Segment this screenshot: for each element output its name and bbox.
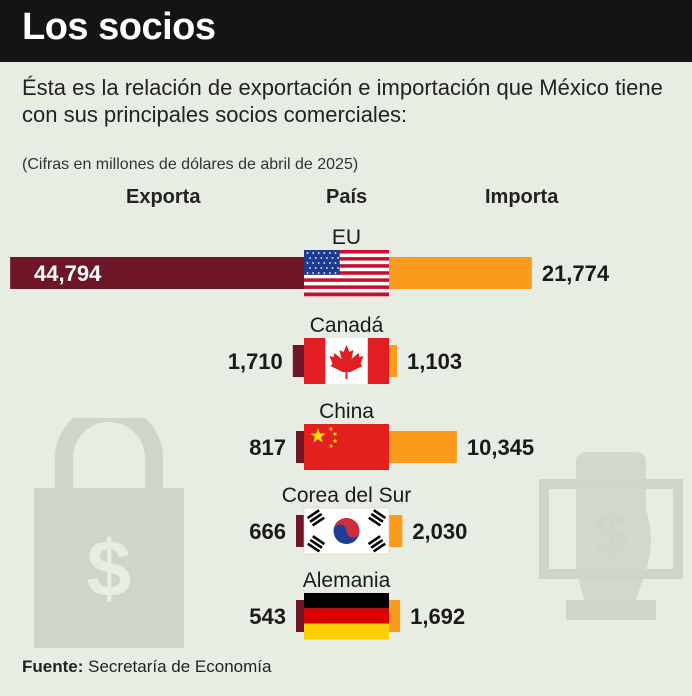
country-label: Alemania bbox=[303, 569, 391, 592]
import-bar bbox=[389, 515, 403, 547]
export-column-header: Exporta bbox=[126, 186, 201, 208]
import-column-header: Importa bbox=[485, 186, 559, 208]
svg-text:$: $ bbox=[87, 524, 132, 613]
export-value-label: 817 bbox=[249, 435, 286, 460]
export-value-label: 1,710 bbox=[228, 349, 283, 374]
country-label: Canadá bbox=[310, 314, 384, 337]
units-note: (Cifras en millones de dólares de abril … bbox=[22, 156, 359, 173]
export-bar bbox=[296, 431, 304, 463]
south-korea-flag-icon bbox=[303, 507, 390, 555]
export-bar bbox=[10, 257, 304, 289]
import-value-label: 1,103 bbox=[407, 349, 462, 374]
import-value-label: 10,345 bbox=[467, 435, 534, 460]
export-value-label: 666 bbox=[249, 519, 286, 544]
country-label: Corea del Sur bbox=[282, 484, 412, 507]
import-value-label: 1,692 bbox=[410, 604, 465, 629]
import-bar bbox=[389, 257, 532, 289]
import-value-label: 21,774 bbox=[542, 261, 610, 286]
source-note: Fuente: Secretaría de Economía bbox=[22, 657, 271, 677]
title-bar bbox=[0, 0, 692, 62]
export-value-label: 543 bbox=[249, 604, 286, 629]
country-column-header: País bbox=[326, 186, 368, 208]
canada-flag-icon bbox=[304, 338, 389, 384]
page-title: Los socios bbox=[22, 6, 216, 48]
import-bar bbox=[389, 600, 401, 632]
export-value-label: 44,794 bbox=[34, 261, 102, 286]
import-bar bbox=[389, 431, 457, 463]
export-bar bbox=[296, 515, 304, 547]
import-bar bbox=[389, 345, 397, 377]
source-label: Fuente: bbox=[22, 657, 84, 676]
hand-with-money-icon: $ bbox=[539, 452, 683, 620]
germany-flag-icon bbox=[304, 593, 389, 640]
source-text: Secretaría de Economía bbox=[88, 657, 272, 676]
export-bar bbox=[292, 345, 304, 377]
money-bag-icon: $ bbox=[34, 418, 184, 648]
export-bar bbox=[296, 600, 304, 632]
subtitle: Ésta es la relación de exportación e imp… bbox=[22, 75, 663, 127]
usa-flag-icon bbox=[304, 250, 389, 297]
country-label: China bbox=[319, 400, 374, 423]
import-value-label: 2,030 bbox=[412, 519, 467, 544]
china-flag-icon bbox=[304, 424, 389, 470]
country-label: EU bbox=[332, 226, 361, 249]
